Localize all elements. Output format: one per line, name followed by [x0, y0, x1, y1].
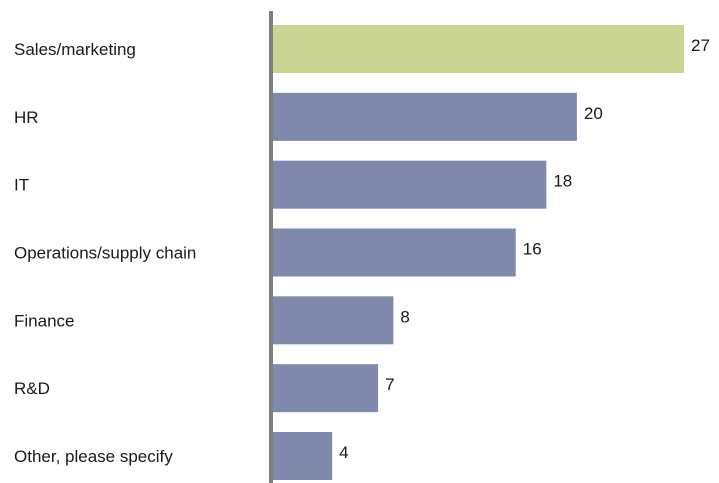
value-label-hr: 20 [584, 104, 603, 123]
category-label-hr: HR [14, 108, 39, 127]
bar-other-please-specify [271, 432, 332, 480]
category-label-other-please-specify: Other, please specify [14, 447, 173, 466]
value-label-operations-supply-chain: 16 [523, 239, 542, 258]
value-label-r-d: 7 [385, 375, 394, 394]
bars [271, 25, 684, 480]
category-label-operations-supply-chain: Operations/supply chain [14, 243, 196, 262]
category-label-finance: Finance [14, 311, 74, 330]
value-label-sales-marketing: 27 [691, 36, 710, 55]
category-label-it: IT [14, 176, 29, 195]
category-label-sales-marketing: Sales/marketing [14, 40, 136, 59]
bar-r-d [271, 364, 378, 412]
value-label-finance: 8 [400, 307, 409, 326]
bar-operations-supply-chain [271, 228, 516, 276]
bar-hr [271, 93, 577, 141]
value-label-it: 18 [553, 172, 572, 191]
bar-finance [271, 296, 393, 344]
value-label-other-please-specify: 4 [339, 443, 348, 462]
category-labels: Sales/marketing HR IT Operations/supply cha… [14, 40, 196, 466]
bar-it [271, 161, 546, 209]
category-label-r-d: R&D [14, 379, 50, 398]
bar-sales-marketing [271, 25, 684, 73]
